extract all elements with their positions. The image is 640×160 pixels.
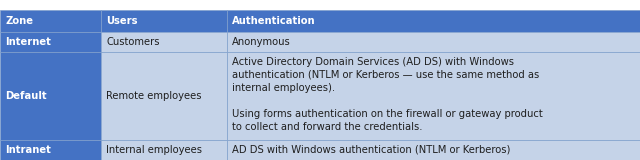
- Bar: [101, 32, 227, 52]
- Bar: [227, 52, 640, 140]
- Bar: [101, 10, 227, 32]
- Text: Anonymous: Anonymous: [232, 37, 291, 47]
- Text: Internet: Internet: [5, 37, 51, 47]
- Text: Using forms authentication on the firewall or gateway product: Using forms authentication on the firewa…: [232, 109, 543, 119]
- Text: Remote employees: Remote employees: [106, 91, 202, 101]
- Bar: [0, 10, 101, 32]
- Text: Active Directory Domain Services (AD DS) with Windows: Active Directory Domain Services (AD DS)…: [232, 57, 515, 67]
- Text: AD DS with Windows authentication (NTLM or Kerberos): AD DS with Windows authentication (NTLM …: [232, 145, 511, 155]
- Text: Default: Default: [5, 91, 47, 101]
- Bar: [101, 140, 227, 160]
- Text: to collect and forward the credentials.: to collect and forward the credentials.: [232, 122, 423, 132]
- Text: internal employees).: internal employees).: [232, 83, 335, 93]
- Text: Customers: Customers: [106, 37, 160, 47]
- Text: Intranet: Intranet: [5, 145, 51, 155]
- Text: Authentication: Authentication: [232, 16, 316, 26]
- Bar: [227, 10, 640, 32]
- Bar: [101, 52, 227, 140]
- Bar: [0, 140, 101, 160]
- Bar: [0, 52, 101, 140]
- Bar: [227, 32, 640, 52]
- Text: Zone: Zone: [5, 16, 33, 26]
- Text: authentication (NTLM or Kerberos — use the same method as: authentication (NTLM or Kerberos — use t…: [232, 70, 540, 80]
- Text: Users: Users: [106, 16, 138, 26]
- Bar: [0, 32, 101, 52]
- Bar: [227, 140, 640, 160]
- Text: Internal employees: Internal employees: [106, 145, 202, 155]
